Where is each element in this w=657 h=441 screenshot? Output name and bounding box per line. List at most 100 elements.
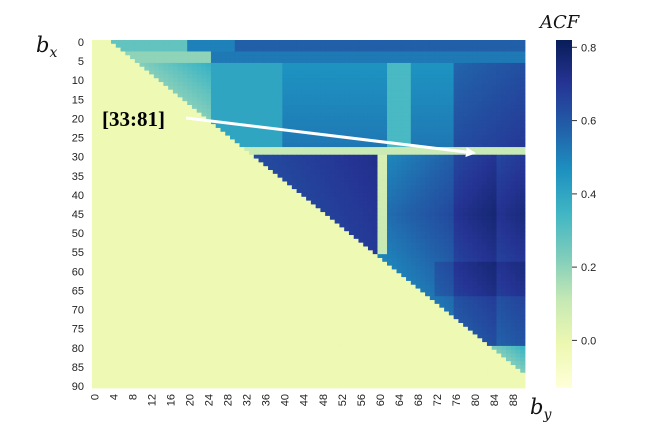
heatmap-cell <box>367 59 374 64</box>
masked-cell <box>182 131 188 136</box>
masked-cell <box>234 143 240 148</box>
heatmap-cell <box>391 154 397 159</box>
masked-cell <box>187 192 193 198</box>
heatmap-cell <box>329 78 336 83</box>
masked-cell <box>153 204 160 209</box>
heatmap-cell <box>367 227 374 232</box>
heatmap-cell <box>239 40 245 45</box>
masked-cell <box>115 223 121 228</box>
heatmap-cell <box>315 85 321 91</box>
masked-cell <box>120 143 126 148</box>
heatmap-cell <box>410 43 416 49</box>
masked-cell <box>168 181 174 186</box>
masked-cell <box>125 204 131 209</box>
heatmap-cell <box>253 93 259 98</box>
masked-cell <box>249 204 255 209</box>
masked-cell <box>96 208 102 213</box>
masked-cell <box>92 208 98 213</box>
masked-cell <box>187 154 193 159</box>
masked-cell <box>92 59 98 64</box>
heatmap-cell <box>463 101 469 106</box>
heatmap-cell <box>239 112 245 117</box>
masked-cell <box>149 212 155 217</box>
heatmap-cell <box>505 124 512 129</box>
heatmap-cell <box>306 78 312 83</box>
masked-cell <box>111 59 117 64</box>
heatmap-cell <box>396 215 402 221</box>
masked-cell <box>210 135 217 140</box>
heatmap-cell <box>477 78 483 83</box>
heatmap-cell <box>363 78 369 83</box>
heatmap-cell <box>415 154 421 159</box>
masked-cell <box>106 127 112 133</box>
heatmap-cell <box>491 108 497 114</box>
masked-cell <box>120 204 126 209</box>
masked-cell <box>306 200 312 205</box>
masked-cell <box>92 131 98 136</box>
masked-cell <box>225 204 231 209</box>
heatmap-cell <box>253 74 259 79</box>
heatmap-cell <box>515 177 521 182</box>
heatmap-cell <box>477 105 483 110</box>
heatmap-cell <box>249 66 255 71</box>
heatmap-cell <box>291 181 298 186</box>
heatmap-cell <box>501 47 507 52</box>
masked-cell <box>206 212 212 217</box>
masked-cell <box>120 70 126 75</box>
heatmap-cell <box>353 192 359 198</box>
heatmap-cell <box>415 112 421 117</box>
masked-cell <box>320 215 326 221</box>
heatmap-cell <box>187 55 193 60</box>
masked-cell <box>101 47 107 52</box>
heatmap-cell <box>448 89 455 94</box>
heatmap-cell <box>234 43 240 49</box>
masked-cell <box>163 112 169 117</box>
heatmap-cell <box>301 120 307 125</box>
heatmap-cell <box>363 139 369 144</box>
heatmap-cell <box>277 135 283 140</box>
heatmap-cell <box>410 112 416 117</box>
heatmap-cell <box>458 66 464 71</box>
heatmap-cell <box>410 131 416 136</box>
heatmap-cell <box>425 185 431 190</box>
heatmap-cell <box>363 66 369 71</box>
heatmap-cell <box>320 78 326 83</box>
heatmap-cell <box>363 154 369 159</box>
heatmap-cell <box>477 246 483 251</box>
masked-cell <box>130 227 136 232</box>
masked-cell <box>149 185 155 190</box>
masked-cell <box>144 93 150 98</box>
heatmap-cell <box>491 47 497 52</box>
heatmap-cell <box>448 166 455 171</box>
heatmap-cell <box>234 47 240 52</box>
masked-cell <box>172 223 179 228</box>
heatmap-cell <box>272 162 278 167</box>
heatmap-cell <box>425 212 431 217</box>
masked-cell <box>125 170 131 175</box>
masked-cell <box>206 173 212 179</box>
masked-cell <box>234 150 240 156</box>
masked-cell <box>263 212 269 217</box>
heatmap-cell <box>467 196 474 202</box>
heatmap-cell <box>458 116 464 121</box>
heatmap-cell <box>329 181 336 186</box>
masked-cell <box>168 131 174 136</box>
masked-cell <box>201 223 207 228</box>
heatmap-cell <box>268 143 274 148</box>
heatmap-cell <box>130 43 136 49</box>
heatmap-cell <box>225 116 231 121</box>
masked-cell <box>130 150 136 156</box>
heatmap-cell <box>472 82 478 87</box>
heatmap-cell <box>467 108 474 114</box>
masked-cell <box>115 170 121 175</box>
heatmap-cell <box>291 59 298 64</box>
heatmap-cell <box>201 78 207 83</box>
masked-cell <box>306 231 312 236</box>
heatmap-cell <box>268 166 274 171</box>
masked-cell <box>115 242 121 247</box>
masked-cell <box>139 208 145 213</box>
heatmap-cell <box>287 105 293 110</box>
heatmap-cell <box>215 97 221 102</box>
masked-cell <box>249 162 255 167</box>
heatmap-cell <box>353 82 359 87</box>
